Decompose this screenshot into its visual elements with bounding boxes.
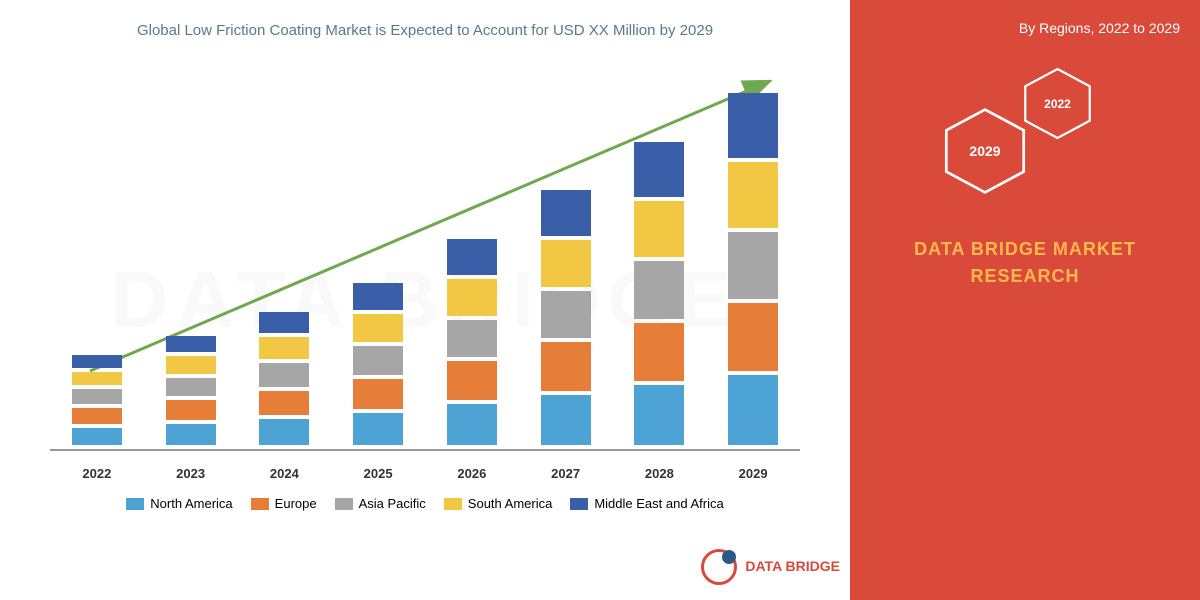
brand-line-1: DATA BRIDGE MARKET [870,236,1180,263]
bar-segment [259,391,309,415]
bar-segment [447,320,497,358]
legend-swatch [251,498,269,510]
bar-segment [259,312,309,333]
hexagon-2029: 2029 [940,106,1030,196]
stacked-bar [728,93,778,449]
bar-group [629,142,689,449]
bar-group [723,93,783,449]
bar-segment [634,323,684,381]
legend-item: Europe [251,496,317,511]
stacked-bar [259,312,309,449]
stacked-bar [634,142,684,449]
x-axis-label: 2027 [536,466,596,481]
legend-swatch [444,498,462,510]
bar-segment [259,419,309,445]
bar-group [348,283,408,449]
bar-segment [166,356,216,373]
stacked-bar [166,336,216,449]
bar-segment [541,342,591,391]
bar-segment [541,291,591,339]
stacked-bar [353,283,403,449]
x-axis-label: 2029 [723,466,783,481]
bar-segment [541,240,591,287]
hexagon-2022-label: 2022 [1044,97,1071,111]
bar-segment [728,375,778,445]
bar-segment [447,361,497,400]
bar-segment [447,404,497,445]
hexagon-2029-label: 2029 [969,143,1000,159]
bar-segment [634,261,684,318]
bars-container [50,81,800,451]
legend-swatch [570,498,588,510]
bar-segment [353,283,403,310]
legend-swatch [126,498,144,510]
hexagon-2022: 2022 [1020,66,1095,141]
chart-legend: North America Europe Asia Pacific South Ame… [30,496,820,511]
bar-segment [166,424,216,445]
legend-label: North America [150,496,232,511]
chart-area: 2022 2023 2024 2025 2026 2027 2028 2029 [50,61,800,481]
x-axis-label: 2026 [442,466,502,481]
x-axis-label: 2024 [254,466,314,481]
legend-label: Asia Pacific [359,496,426,511]
hexagon-group: 2029 2022 [870,56,1180,216]
bar-segment [728,93,778,158]
chart-title: Global Low Friction Coating Market is Ex… [30,20,820,41]
legend-item: South America [444,496,553,511]
bar-segment [447,279,497,316]
bar-segment [634,201,684,257]
legend-item: Middle East and Africa [570,496,723,511]
bottom-logo: DATA BRIDGE [701,549,840,585]
bar-segment [259,363,309,386]
bar-segment [353,314,403,342]
bar-segment [634,385,684,445]
bar-group [161,336,221,449]
legend-label: South America [468,496,553,511]
x-axis-label: 2028 [629,466,689,481]
bar-segment [72,389,122,404]
bar-segment [353,379,403,409]
legend-label: Middle East and Africa [594,496,723,511]
bar-segment [259,337,309,359]
brand-text: DATA BRIDGE MARKET RESEARCH [870,236,1180,290]
stacked-bar [541,190,591,449]
bar-segment [447,239,497,275]
bar-segment [541,395,591,445]
bar-segment [353,346,403,375]
stacked-bar [72,355,122,449]
bar-segment [72,355,122,368]
bar-group [67,355,127,449]
bar-segment [72,408,122,424]
bar-segment [541,190,591,236]
bottom-brand-text: DATA BRIDGE [745,559,840,574]
x-axis-label: 2022 [67,466,127,481]
bar-segment [728,232,778,299]
legend-label: Europe [275,496,317,511]
bar-segment [72,428,122,445]
bar-group [442,239,502,449]
bar-segment [166,400,216,419]
bar-segment [728,162,778,228]
right-panel: By Regions, 2022 to 2029 2029 2022 DATA … [850,0,1200,600]
brand-line-2: RESEARCH [870,263,1180,290]
legend-item: North America [126,496,232,511]
bar-segment [728,303,778,371]
bar-segment [166,378,216,396]
bar-group [254,312,314,449]
x-axis-label: 2025 [348,466,408,481]
right-panel-header: By Regions, 2022 to 2029 [870,20,1180,36]
bar-segment [634,142,684,197]
bar-segment [353,413,403,445]
x-axis-labels: 2022 2023 2024 2025 2026 2027 2028 2029 [50,466,800,481]
bar-segment [72,372,122,386]
legend-item: Asia Pacific [335,496,426,511]
bar-segment [166,336,216,352]
chart-panel: DATA BRIDGE Global Low Friction Coating … [0,0,850,600]
x-axis-label: 2023 [161,466,221,481]
legend-swatch [335,498,353,510]
logo-icon [701,549,737,585]
stacked-bar [447,239,497,449]
bar-group [536,190,596,449]
